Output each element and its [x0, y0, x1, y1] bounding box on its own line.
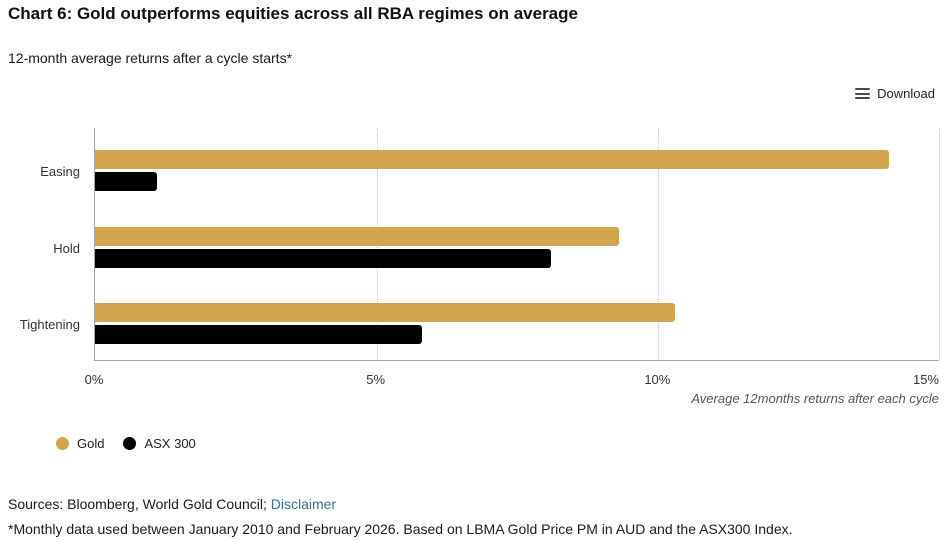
legend-swatch-asx-300 [123, 437, 137, 450]
x-tick-5: 5% [366, 372, 386, 387]
bar-tightening-gold[interactable] [95, 303, 676, 322]
legend-swatch-gold [56, 437, 69, 450]
bar-easing-gold[interactable] [95, 150, 890, 169]
category-label-hold: Hold [53, 240, 80, 256]
legend-item-asx-300[interactable]: ASX 300 [123, 436, 196, 451]
bar-hold-gold[interactable] [95, 226, 619, 246]
chart-subtitle: 12-month average returns after a cycle s… [8, 50, 293, 66]
legend: Gold ASX 300 [56, 436, 215, 451]
download-label: Download [877, 86, 935, 101]
chart-title: Chart 6: Gold outperforms equities acros… [8, 4, 578, 23]
bar-hold-asx-300[interactable] [95, 248, 552, 268]
category-label-easing: Easing [40, 164, 80, 179]
download-button[interactable]: Download [855, 86, 935, 101]
disclaimer-link[interactable]: Disclaimer [270, 496, 337, 512]
plot-area [94, 128, 940, 361]
x-tick-15: 15% [912, 372, 939, 387]
x-axis-note: Average 12months returns after each cycl… [691, 391, 939, 406]
legend-label-asx-300: ASX 300 [144, 436, 196, 451]
category-label-tightening: Tightening [19, 317, 80, 332]
gridline-10 [658, 128, 660, 360]
bar-tightening-asx-300[interactable] [95, 325, 422, 344]
gridline-15 [939, 128, 940, 360]
bar-easing-asx-300[interactable] [95, 172, 157, 191]
legend-label-gold: Gold [77, 436, 105, 451]
x-tick-0: 0% [84, 372, 104, 387]
legend-item-gold[interactable]: Gold [56, 436, 104, 451]
y-axis-labels: Easing Hold Tightening [0, 128, 80, 361]
x-tick-10: 10% [644, 372, 671, 387]
sources-line: Sources: Bloomberg, World Gold Council; … [8, 496, 336, 512]
footnote: *Monthly data used between January 2010 … [8, 521, 793, 537]
menu-icon [855, 88, 871, 99]
sources-text: Sources: Bloomberg, World Gold Council; [8, 496, 271, 512]
